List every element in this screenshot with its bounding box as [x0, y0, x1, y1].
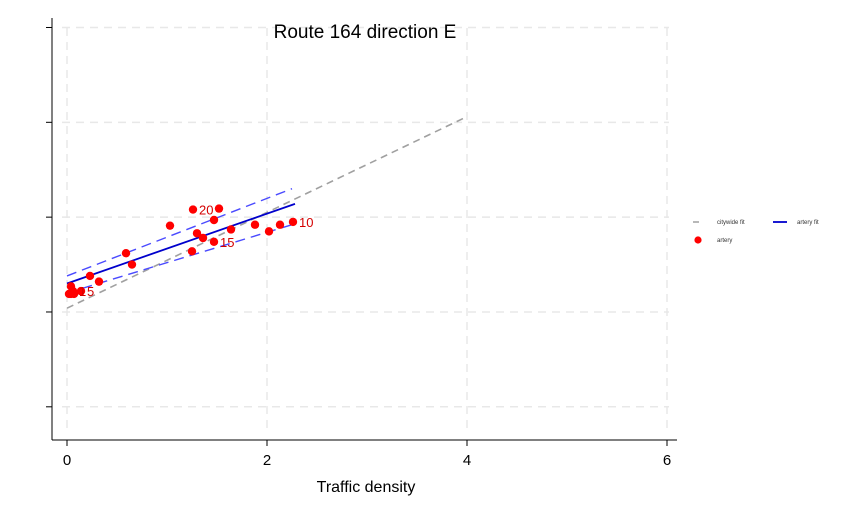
artery-point	[127, 260, 137, 269]
axes	[46, 18, 677, 446]
legend: citywide fit artery fit artery	[693, 220, 819, 244]
point-label: 1	[79, 284, 86, 299]
point-label: 10	[299, 215, 313, 230]
artery-point	[214, 204, 224, 213]
artery-point	[209, 237, 219, 247]
artery-point	[94, 277, 104, 286]
x-tick-label: 4	[463, 452, 471, 469]
chart-title: Route 164 direction E	[274, 22, 457, 43]
artery-point	[198, 233, 208, 243]
x-tick-label: 2	[263, 452, 271, 469]
artery-point	[226, 225, 236, 234]
legend-swatch-artery	[694, 236, 702, 244]
x-axis-label: Traffic density	[317, 479, 416, 496]
legend-label: artery fit	[797, 220, 819, 226]
artery-point	[68, 286, 78, 296]
grid	[62, 26, 669, 432]
artery-point	[85, 271, 95, 281]
artery-point	[192, 229, 202, 238]
citywide-fit-line	[66, 115, 468, 309]
point-labels: 1 5 20 15 10	[79, 203, 313, 300]
artery-point	[187, 247, 197, 256]
point-label: 20	[199, 203, 213, 218]
artery-fit-line	[66, 203, 296, 285]
fit-lines	[66, 115, 468, 309]
artery-point	[121, 248, 131, 258]
artery-point	[209, 215, 219, 225]
artery-point	[76, 286, 86, 296]
legend-label: artery	[717, 238, 732, 244]
ci-lower-line	[66, 224, 293, 294]
tick-labels: 0 2 4 6	[63, 452, 671, 469]
artery-point	[250, 220, 260, 229]
point-label: 5	[87, 284, 94, 299]
artery-point	[275, 220, 285, 229]
artery-point	[165, 221, 175, 230]
artery-point	[264, 227, 274, 236]
x-tick-label: 6	[663, 452, 671, 469]
legend-label: citywide fit	[717, 220, 745, 226]
artery-point	[188, 205, 198, 214]
data-points	[64, 204, 298, 299]
point-label: 15	[220, 235, 234, 250]
ci-upper-line	[66, 188, 293, 277]
x-tick-label: 0	[63, 452, 71, 469]
artery-point	[288, 217, 298, 227]
